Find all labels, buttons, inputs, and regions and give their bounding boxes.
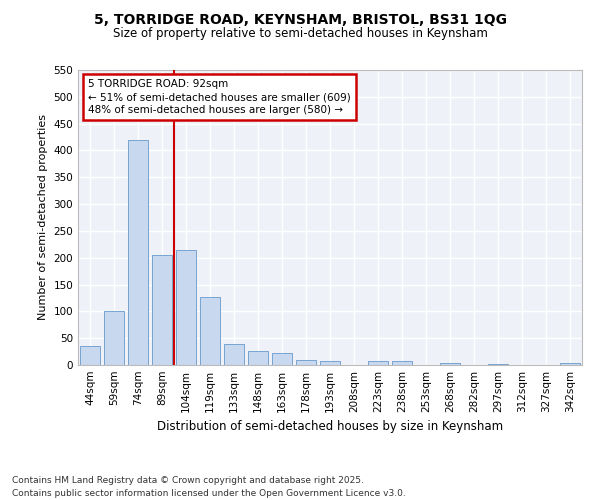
Text: Size of property relative to semi-detached houses in Keynsham: Size of property relative to semi-detach… <box>113 28 487 40</box>
Bar <box>128 140 148 365</box>
Bar <box>440 364 460 365</box>
Y-axis label: Number of semi-detached properties: Number of semi-detached properties <box>38 114 48 320</box>
Text: 5 TORRIDGE ROAD: 92sqm
← 51% of semi-detached houses are smaller (609)
48% of se: 5 TORRIDGE ROAD: 92sqm ← 51% of semi-det… <box>88 79 351 116</box>
Bar <box>488 364 508 365</box>
Bar <box>272 353 292 365</box>
Bar <box>80 346 100 365</box>
Bar <box>200 298 220 365</box>
Bar <box>224 344 244 365</box>
Bar <box>248 350 268 365</box>
Bar <box>320 360 340 365</box>
Bar <box>296 360 316 365</box>
Bar <box>368 360 388 365</box>
Bar <box>104 311 124 365</box>
Text: 5, TORRIDGE ROAD, KEYNSHAM, BRISTOL, BS31 1QG: 5, TORRIDGE ROAD, KEYNSHAM, BRISTOL, BS3… <box>94 12 506 26</box>
Bar <box>392 360 412 365</box>
Text: Contains HM Land Registry data © Crown copyright and database right 2025.
Contai: Contains HM Land Registry data © Crown c… <box>12 476 406 498</box>
Bar <box>560 363 580 365</box>
Bar <box>152 254 172 365</box>
Bar <box>176 250 196 365</box>
X-axis label: Distribution of semi-detached houses by size in Keynsham: Distribution of semi-detached houses by … <box>157 420 503 434</box>
